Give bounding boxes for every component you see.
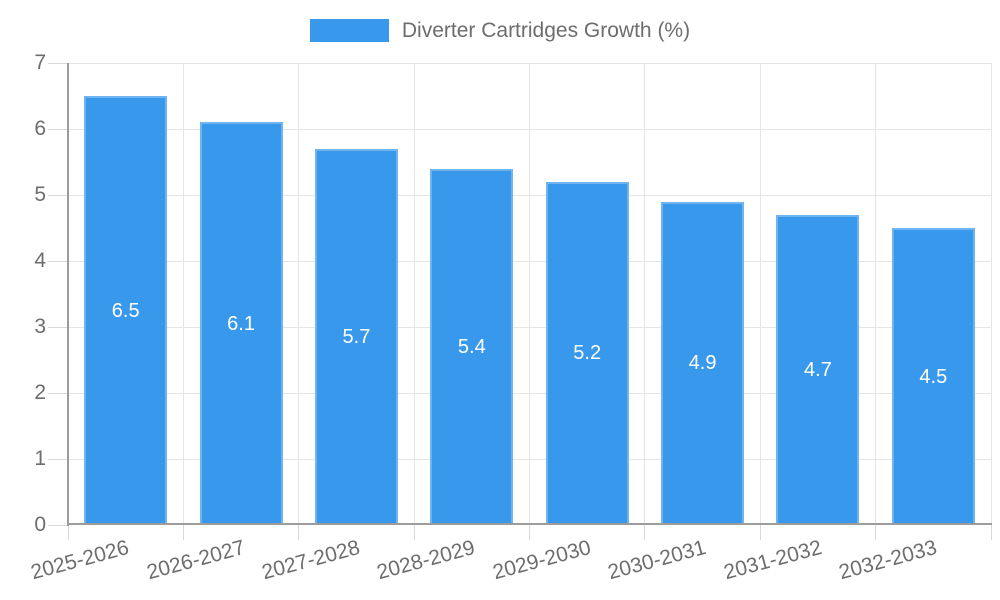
bar-value-label: 4.5 — [919, 365, 948, 388]
bar[interactable]: 5.7 — [314, 148, 398, 525]
gridline-vertical — [413, 63, 415, 525]
bar[interactable]: 4.5 — [891, 228, 975, 525]
gridline-vertical — [644, 63, 646, 525]
bar[interactable]: 6.1 — [199, 122, 283, 525]
y-tick-label: 4 — [34, 249, 46, 272]
legend[interactable]: Diverter Cartridges Growth (%) — [0, 19, 1000, 42]
legend-label: Diverter Cartridges Growth (%) — [401, 19, 691, 42]
legend-swatch-icon — [309, 19, 389, 42]
gridline-vertical — [875, 63, 877, 525]
y-tick-label: 6 — [34, 117, 46, 140]
bar[interactable]: 5.4 — [430, 168, 514, 525]
y-tick-label: 0 — [34, 513, 46, 536]
plot-area: 6.5 6.1 5.7 5.4 5.2 4.9 4.7 4.5 — [48, 62, 992, 540]
bar[interactable]: 4.9 — [661, 201, 745, 525]
x-tick-label: 2026-2027 — [144, 536, 248, 585]
x-tick-label: 2028-2029 — [374, 536, 478, 585]
x-axis-tick — [413, 525, 415, 540]
gridline-vertical — [298, 63, 300, 525]
x-axis-tick — [875, 525, 877, 540]
y-tick-label: 7 — [34, 51, 46, 74]
bar[interactable]: 6.5 — [84, 96, 168, 525]
y-axis-line — [67, 63, 69, 526]
gridline-vertical — [759, 63, 761, 525]
x-tick-label: 2031-2032 — [720, 536, 824, 585]
y-axis-tick — [48, 260, 68, 262]
x-axis-tick — [298, 525, 300, 540]
bar-value-label: 5.7 — [342, 325, 371, 348]
bar-value-label: 5.4 — [457, 335, 486, 358]
x-tick-label: 2030-2031 — [605, 536, 709, 585]
y-axis-tick — [48, 194, 68, 196]
x-axis-tick — [759, 525, 761, 540]
y-axis-tick — [48, 392, 68, 394]
x-tick-label: 2032-2033 — [836, 536, 940, 585]
x-tick-label: 2029-2030 — [490, 536, 594, 585]
y-axis-tick — [48, 128, 68, 130]
bar-value-label: 4.9 — [688, 352, 717, 375]
gridline-vertical — [990, 63, 992, 525]
x-tick-label: 2027-2028 — [259, 536, 363, 585]
y-tick-label: 3 — [34, 315, 46, 338]
y-axis-tick — [48, 524, 68, 526]
x-axis-tick — [529, 525, 530, 540]
y-tick-label: 5 — [34, 183, 46, 206]
bar-value-label: 4.7 — [804, 358, 832, 381]
bar[interactable]: 4.7 — [776, 214, 860, 525]
x-axis-tick — [644, 525, 646, 540]
y-axis-tick — [48, 458, 68, 460]
y-tick-label: 1 — [34, 447, 46, 470]
y-axis-tick — [48, 326, 68, 328]
bar-value-label: 6.5 — [111, 299, 140, 322]
gridline-vertical — [529, 63, 530, 525]
gridline-vertical — [182, 63, 184, 525]
bar[interactable]: 5.2 — [545, 181, 629, 525]
bar-value-label: 5.2 — [573, 342, 602, 365]
y-tick-label: 2 — [34, 381, 46, 404]
x-axis-line — [67, 523, 992, 525]
x-axis-tick — [67, 525, 69, 540]
x-axis-tick — [990, 525, 992, 540]
x-tick-label: 2025-2026 — [28, 536, 132, 585]
bar-value-label: 6.1 — [227, 312, 255, 335]
x-axis-tick — [182, 525, 184, 540]
y-axis-tick — [48, 62, 68, 64]
